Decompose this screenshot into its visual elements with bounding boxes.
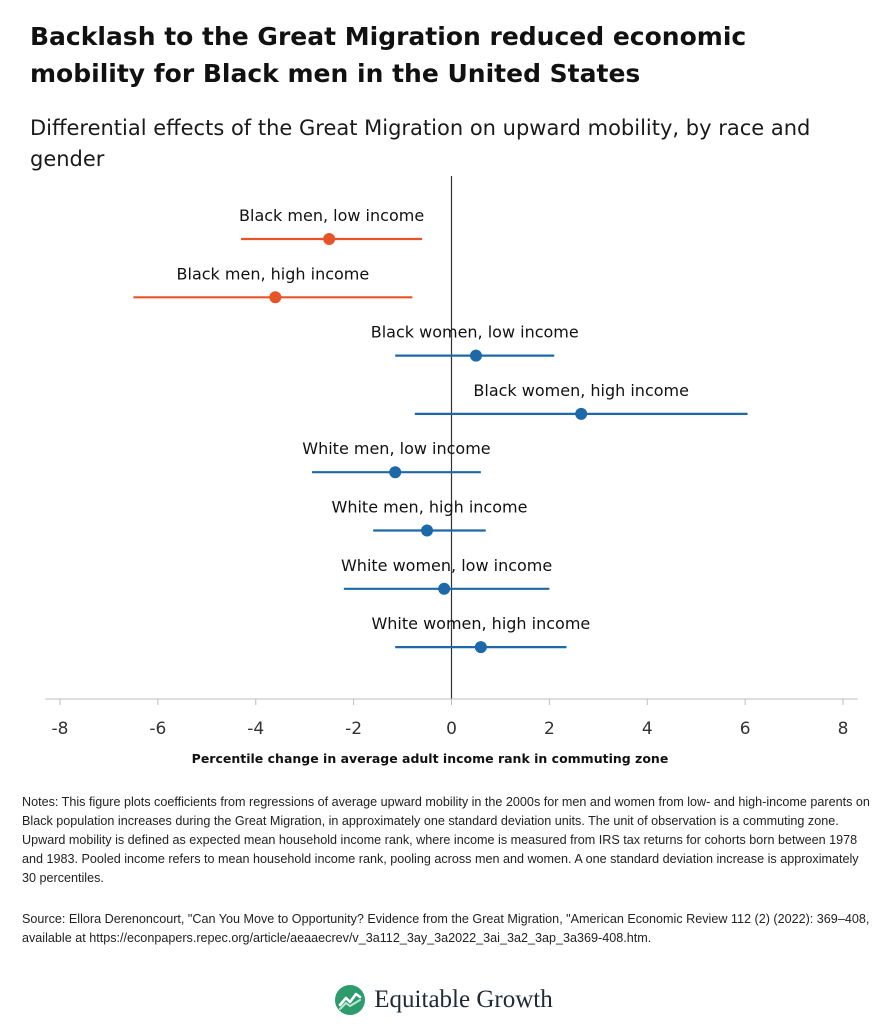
- point-estimate: [438, 582, 451, 595]
- x-tick-label: -2: [345, 719, 362, 739]
- x-tick-label: -6: [149, 719, 166, 739]
- x-axis-label: Percentile change in average adult incom…: [191, 751, 669, 766]
- point-estimate: [389, 466, 402, 479]
- chart-subtitle: Differential effects of the Great Migrat…: [30, 116, 811, 171]
- point-estimate: [421, 524, 434, 537]
- point-estimate: [469, 349, 482, 362]
- chart-title: Backlash to the Great Migration reduced …: [30, 22, 747, 88]
- series-label: White men, high income: [332, 498, 528, 517]
- logo-text: Equitable Growth: [374, 986, 553, 1013]
- series-label: Black men, high income: [177, 264, 370, 283]
- series-label: Black women, high income: [473, 381, 689, 400]
- chart-source: Source: Ellora Derenoncourt, "Can You Mo…: [22, 912, 870, 945]
- series-label: White men, low income: [302, 439, 490, 458]
- x-tick-label: -4: [247, 719, 264, 739]
- x-tick-label: 0: [446, 719, 457, 739]
- point-estimate: [269, 291, 282, 304]
- x-tick-label: 8: [838, 719, 849, 739]
- series-label: Black women, low income: [371, 323, 579, 342]
- point-estimate: [575, 407, 588, 420]
- x-tick-label: -8: [52, 719, 69, 739]
- chart-notes: Notes: This figure plots coefficients fr…: [22, 795, 870, 885]
- series-label: White women, high income: [371, 614, 590, 633]
- x-tick-label: 4: [642, 719, 653, 739]
- equitable-growth-logo: Equitable Growth: [0, 980, 887, 1020]
- series-label: Black men, low income: [239, 206, 424, 225]
- point-estimate: [323, 233, 336, 245]
- point-estimate: [474, 641, 487, 654]
- equitable-growth-leaf-icon: [335, 985, 366, 1015]
- coefficient-chart: -8 -6 -4 -2 0 2 4 6 8 Black men, low income Black …: [45, 176, 858, 739]
- x-tick-label: 6: [740, 719, 751, 739]
- series-label: White women, low income: [341, 556, 552, 575]
- x-tick-label: 2: [544, 719, 555, 739]
